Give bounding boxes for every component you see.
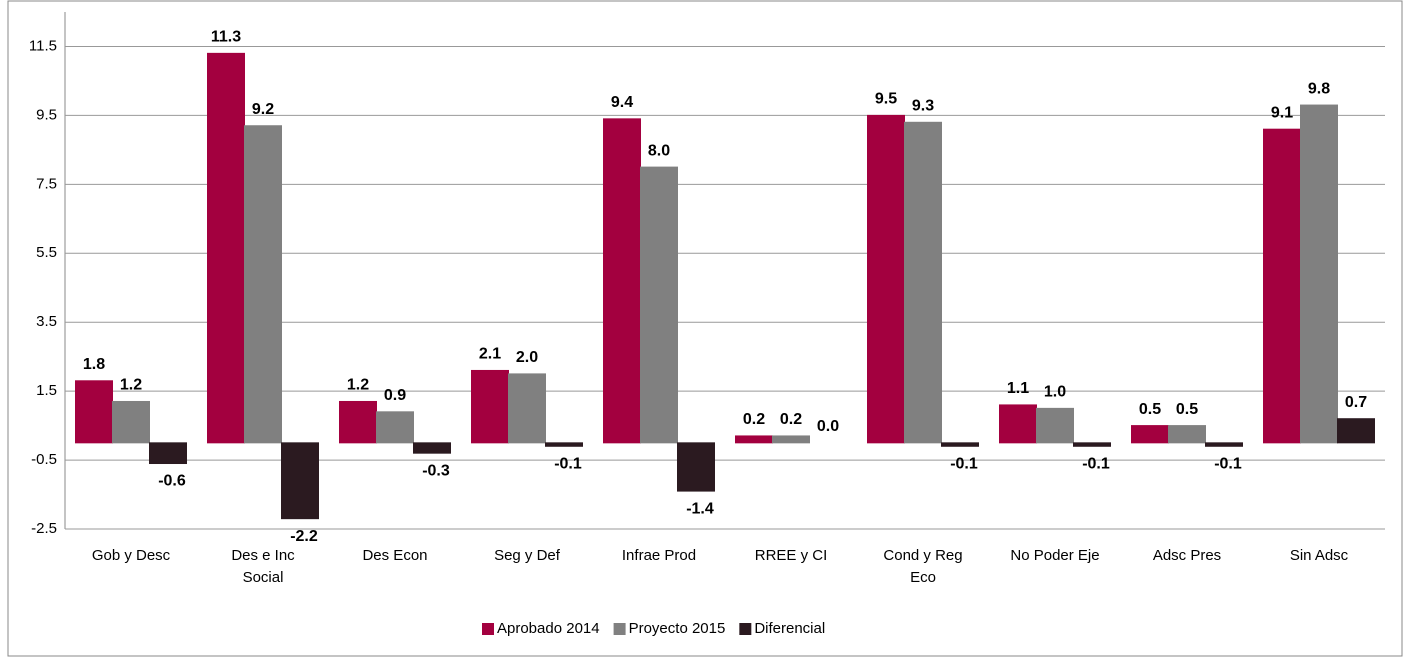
value-label: 1.8	[83, 356, 105, 373]
y-tick-label: -0.5	[31, 451, 57, 468]
bar	[339, 400, 377, 444]
x-tick-label: No Poder Eje	[1010, 547, 1100, 564]
value-label: 1.2	[347, 377, 369, 394]
value-label: 0.2	[743, 411, 765, 428]
bar	[904, 121, 942, 444]
y-tick-label: 5.5	[36, 244, 57, 261]
legend-swatch	[482, 623, 494, 635]
legend-label: Diferencial	[754, 620, 825, 637]
bar	[999, 404, 1037, 444]
bar	[1205, 442, 1243, 447]
value-label: 0.5	[1176, 401, 1198, 418]
value-label: 9.8	[1308, 80, 1330, 97]
x-tick-label: Seg y Def	[494, 547, 560, 564]
value-label: -2.2	[290, 528, 318, 545]
bar	[112, 400, 150, 444]
bar	[471, 369, 509, 444]
value-label: -0.1	[1214, 455, 1242, 472]
y-tick-label: -2.5	[31, 520, 57, 537]
chart-border	[7, 0, 1403, 657]
bar	[75, 380, 113, 444]
value-label: 9.4	[611, 94, 633, 111]
value-label: 9.2	[252, 101, 274, 118]
x-tick-label: Gob y Desc	[91, 547, 171, 564]
bar	[640, 166, 678, 444]
bar	[149, 442, 187, 465]
x-tick-label: RREE y CI	[754, 547, 828, 564]
y-tick-label: 1.5	[36, 382, 57, 399]
value-label: 1.2	[120, 377, 142, 394]
bar	[281, 442, 319, 520]
value-label: -0.3	[422, 462, 450, 479]
bar	[735, 435, 773, 444]
bar	[603, 118, 641, 444]
bar	[867, 114, 905, 444]
value-label: 0.2	[780, 411, 802, 428]
bar	[1131, 425, 1169, 444]
value-label: 2.0	[516, 349, 538, 366]
bar	[1300, 104, 1338, 444]
bar	[545, 442, 583, 447]
bar	[207, 52, 245, 444]
bar	[941, 442, 979, 447]
y-tick-label: 3.5	[36, 313, 57, 330]
bar	[508, 373, 546, 444]
value-label: -0.1	[554, 455, 582, 472]
legend-swatch	[613, 623, 626, 635]
value-label: 0.5	[1139, 401, 1161, 418]
bar	[244, 125, 282, 444]
value-label: 9.3	[912, 98, 934, 115]
bar	[1073, 442, 1111, 447]
legend-label: Proyecto 2015	[629, 620, 726, 637]
value-label: -0.6	[158, 473, 186, 490]
value-label: 0.7	[1345, 394, 1367, 411]
legend-label: Aprobado 2014	[497, 620, 600, 637]
value-label: 11.3	[211, 29, 241, 46]
bar	[1263, 128, 1301, 444]
x-tick-label: Infrae Prod	[621, 547, 697, 564]
value-label: 2.1	[479, 346, 501, 363]
legend-swatch	[739, 623, 752, 635]
y-tick-label: 9.5	[36, 106, 57, 123]
value-label: 0.0	[817, 418, 839, 435]
value-label: -0.1	[1082, 455, 1110, 472]
bar	[1168, 425, 1206, 444]
value-label: -1.4	[686, 500, 714, 517]
bar	[376, 411, 414, 444]
x-tick-label: Sin Adsc	[1289, 547, 1349, 564]
x-tick-label: Adsc Pres	[1152, 547, 1222, 564]
value-label: 0.9	[384, 387, 406, 404]
value-label: 8.0	[648, 142, 670, 159]
x-tick-label: Des Econ	[362, 547, 428, 564]
bar	[677, 442, 715, 492]
bar	[413, 442, 451, 454]
value-label: 1.0	[1044, 384, 1066, 401]
bar	[1036, 407, 1074, 444]
value-label: 9.1	[1271, 104, 1293, 121]
bar	[1337, 418, 1375, 444]
y-tick-label: 7.5	[36, 175, 57, 192]
value-label: -0.1	[950, 455, 978, 472]
y-tick-label: 11.5	[29, 37, 57, 54]
bar	[772, 435, 810, 444]
value-label: 1.1	[1007, 380, 1029, 397]
value-label: 9.5	[875, 91, 897, 108]
x-tick-label: Cond y Reg Eco	[883, 547, 963, 586]
x-tick-label: Des e Inc Social	[231, 547, 295, 586]
